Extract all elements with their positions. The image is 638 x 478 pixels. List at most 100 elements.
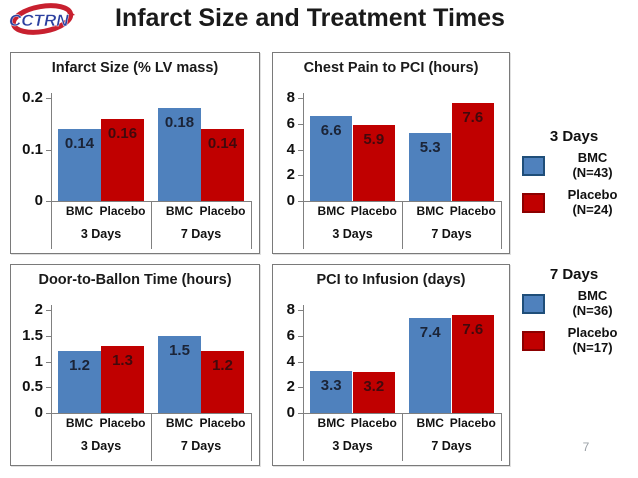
y-tick-mark (46, 310, 51, 311)
legend-item-placebo-7days: Placebo (N=17) (516, 324, 632, 356)
legend-item-label: Placebo (N=17) (553, 324, 632, 356)
category-separator (151, 201, 152, 249)
category-label: BMC (317, 416, 345, 430)
legend-series-n: (N=24) (572, 201, 613, 217)
y-tick-label: 4 (286, 140, 295, 158)
group-label: 7 Days (431, 439, 472, 453)
chart-title: Door-to-Ballon Time (hours) (38, 272, 232, 288)
legend-item-label: BMC (N=43) (553, 150, 632, 181)
bar-bmc-3-days (58, 351, 101, 413)
cctrn-logo: CCTRN (9, 3, 75, 35)
category-label: Placebo (350, 416, 397, 430)
y-tick-label: 0 (34, 192, 43, 209)
category-label: Placebo (199, 416, 246, 430)
group-label: 7 Days (431, 227, 472, 241)
y-axis-line (303, 305, 304, 413)
y-tick-label: 0.2 (22, 89, 43, 106)
bar-value-label: 3.2 (363, 377, 385, 395)
bar-bmc-7-days (408, 317, 452, 413)
placebo-color-swatch (522, 192, 545, 213)
chart-pci-to-infusion: PCI to Infusion (days) 0 2 4 6 8 3 Days 7 Days… (272, 264, 510, 466)
page-title: Infarct Size and Treatment Times (115, 4, 505, 32)
bar-value-label: 0.14 (64, 134, 95, 152)
y-tick-mark (298, 413, 303, 414)
chart-door-to-ballon-time: Door-to-Ballon Time (hours) 0 0.5 1 1.5 2 3 D… (10, 264, 260, 466)
category-label: BMC (416, 204, 444, 218)
y-tick-mark (298, 123, 303, 125)
y-tick-mark (46, 413, 51, 414)
y-tick-label: 2 (34, 301, 43, 318)
bar-placebo-7-days (201, 128, 244, 201)
legend-item-bmc-7days: BMC (N=36) (516, 288, 632, 319)
category-label: BMC (416, 416, 444, 430)
y-tick-mark (298, 310, 303, 311)
bar-bmc-3-days (309, 370, 353, 413)
chart-title: Infarct Size (% LV mass) (51, 60, 219, 76)
legend-item-placebo-3days: Placebo (N=24) (516, 187, 632, 218)
y-tick-mark (46, 98, 51, 99)
group-label: 3 Days (80, 227, 122, 241)
legend-item-label: BMC (N=36) (553, 288, 632, 319)
legend-series-name: BMC (577, 288, 608, 303)
y-tick-mark (46, 335, 51, 337)
bar-value-label: 7.4 (419, 323, 441, 341)
y-tick-mark (298, 335, 303, 337)
bar-placebo-7-days (451, 315, 495, 413)
legend-item-bmc-3days: BMC (N=43) (516, 150, 632, 181)
bar-bmc-7-days (158, 335, 201, 413)
bar-placebo-7-days (201, 351, 244, 413)
category-label: BMC (165, 204, 194, 218)
bar-value-label: 0.16 (107, 124, 138, 142)
category-label: Placebo (99, 416, 146, 430)
y-tick-label: 8 (286, 301, 295, 318)
legend-series-n: (N=17) (572, 339, 613, 355)
category-label: BMC (317, 204, 345, 218)
y-tick-mark (46, 387, 51, 389)
category-label: BMC (65, 416, 94, 430)
legend-7-days: 7 Days BMC (N=36) Placebo (N=17) (516, 266, 632, 363)
legend-7-days-title: 7 Days (549, 266, 599, 283)
y-tick-label: 2 (286, 166, 295, 184)
group-label: 3 Days (332, 439, 373, 453)
category-separator (51, 201, 52, 249)
y-axis-line (51, 93, 52, 201)
bar-value-label: 5.9 (363, 131, 385, 149)
page-number: 7 (582, 440, 590, 454)
category-label: Placebo (449, 204, 496, 218)
category-separator (303, 201, 304, 249)
category-label: BMC (165, 416, 194, 430)
bar-value-label: 1.2 (212, 357, 233, 375)
y-tick-mark (46, 361, 51, 363)
logo-swoosh-tip (67, 10, 75, 17)
y-tick-mark (298, 387, 303, 389)
y-tick-label: 1 (34, 352, 43, 370)
bar-bmc-7-days (158, 108, 201, 201)
y-tick-label: 1.5 (22, 326, 43, 344)
legend-series-n: (N=36) (572, 302, 613, 318)
bar-value-label: 1.3 (112, 352, 133, 370)
category-separator (303, 413, 304, 461)
legend-item-label: Placebo (N=24) (553, 187, 632, 218)
bar-bmc-3-days (309, 116, 353, 201)
bar-value-label: 7.6 (462, 321, 484, 339)
y-tick-label: 6 (286, 326, 295, 344)
bar-placebo-7-days (451, 103, 495, 201)
category-label: Placebo (350, 204, 397, 218)
y-axis-line (51, 305, 52, 413)
bar-placebo-3-days (101, 346, 144, 413)
bar-placebo-3-days (352, 371, 396, 413)
y-tick-label: 6 (286, 114, 295, 132)
bar-value-label: 0.14 (207, 134, 238, 152)
bar-value-label: 1.5 (169, 341, 190, 359)
y-tick-mark (298, 175, 303, 177)
chart-title: PCI to Infusion (days) (316, 272, 466, 288)
legend-3-days-title: 3 Days (549, 128, 599, 145)
legend-series-name: BMC (577, 150, 608, 165)
legend-series-name: Placebo (567, 324, 618, 340)
group-label: 3 Days (80, 439, 122, 453)
chart-title: Chest Pain to PCI (hours) (303, 60, 479, 76)
bar-value-label: 5.3 (419, 138, 441, 156)
bar-placebo-3-days (352, 125, 396, 201)
y-tick-label: 0 (286, 192, 295, 209)
